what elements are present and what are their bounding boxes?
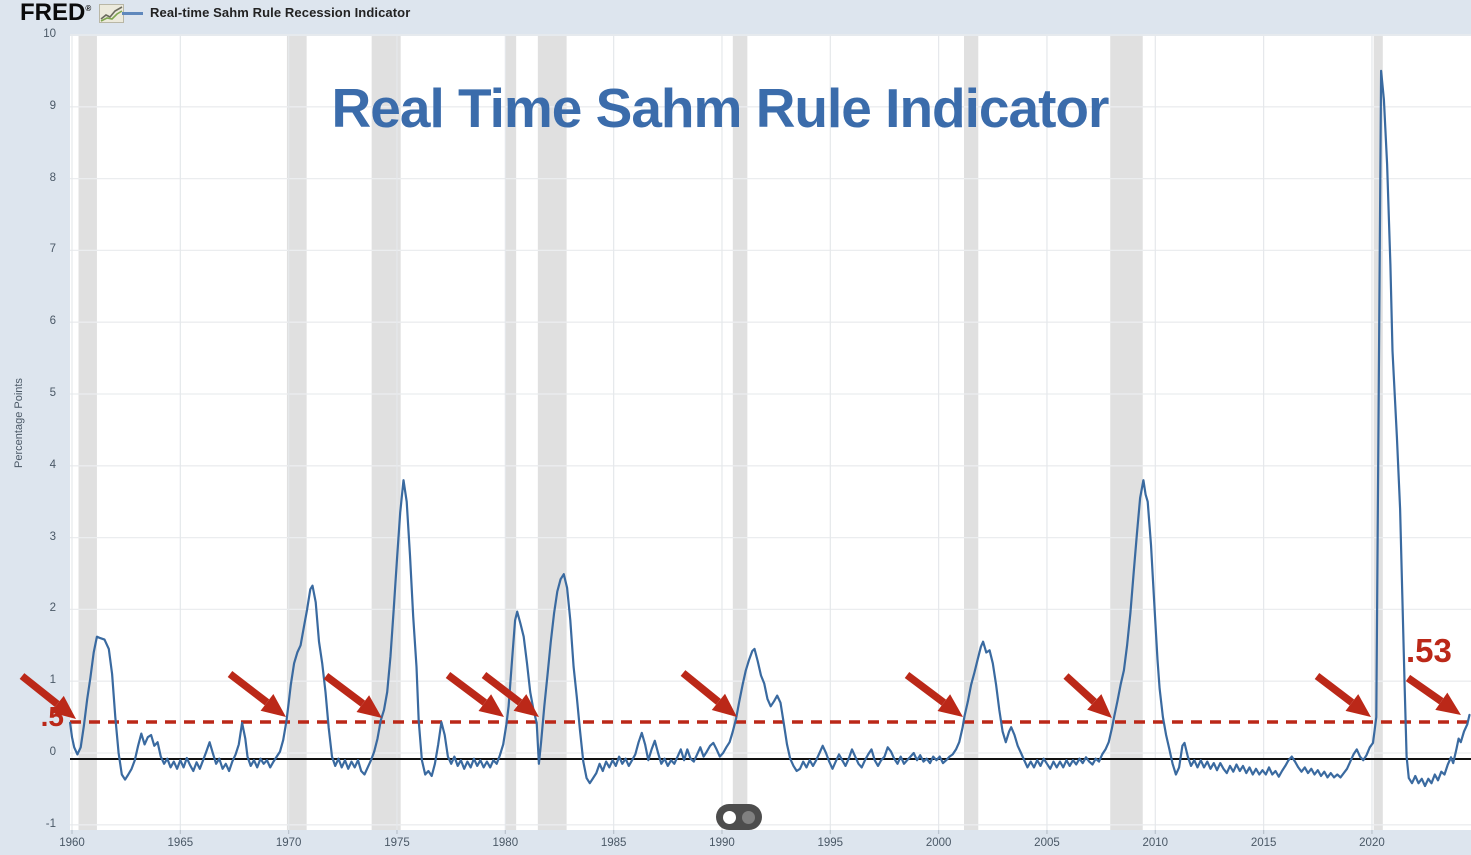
y-tick-label: 1: [49, 674, 56, 687]
annotation-arrow-shaft: [680, 670, 721, 705]
carousel-dots-control[interactable]: [716, 804, 762, 830]
x-tick-label: 2000: [925, 837, 952, 849]
recession-band: [537, 36, 567, 830]
annotation-arrow-shaft: [445, 671, 488, 706]
recession-band: [732, 36, 748, 830]
annotation-arrow-shaft: [1063, 673, 1097, 705]
y-tick-label: 3: [49, 530, 56, 543]
annotation-arrow-head: [1345, 694, 1371, 717]
series-legend: Real-time Sahm Rule Recession Indicator: [122, 5, 410, 20]
x-tick-label: 1965: [167, 837, 194, 849]
annotation-arrow-head: [260, 694, 286, 717]
x-tick-label: 1980: [492, 837, 519, 849]
annotation-arrow-head: [50, 695, 76, 719]
x-tick-label: 2015: [1250, 837, 1277, 849]
registered-mark-icon: ®: [85, 4, 92, 13]
legend-line-swatch: [122, 12, 143, 15]
recession-band: [963, 36, 979, 830]
header-bar: FRED® Real-time Sahm Rule Recession Indi…: [0, 0, 1471, 26]
latest-value-label: .53: [1406, 632, 1452, 669]
fred-sparkline-icon: [99, 4, 124, 28]
threshold-value-label: .5: [40, 701, 64, 732]
y-tick-label: 0: [49, 746, 56, 758]
x-tick-label: 2005: [1034, 837, 1060, 849]
y-axis-title: Percentage Points: [13, 378, 25, 468]
x-tick-label: 2020: [1359, 837, 1385, 849]
annotation-arrow-head: [711, 693, 737, 717]
fred-logo: FRED®: [20, 0, 92, 26]
y-tick-label: 6: [49, 315, 56, 328]
annotation-arrow-head: [478, 694, 504, 717]
carousel-dot-active[interactable]: [723, 810, 736, 824]
x-tick-label: 1985: [600, 837, 627, 849]
chart-title: Real Time Sahm Rule Indicator: [331, 77, 1110, 139]
annotation-arrow-head: [356, 695, 382, 718]
annotation-arrow-shaft: [227, 671, 270, 706]
y-tick-label: 5: [49, 387, 56, 399]
recession-band: [286, 36, 307, 830]
y-tick-label: 7: [49, 243, 56, 256]
annotation-arrow-head: [1087, 694, 1112, 718]
series-line: [68, 69, 1471, 788]
x-tick-label: 1970: [275, 837, 302, 849]
recession-band: [505, 36, 517, 830]
y-tick-label: 2: [49, 602, 56, 615]
annotation-arrow-shaft: [19, 673, 60, 707]
recession-band: [1110, 36, 1143, 830]
annotation-arrow-head: [1435, 692, 1461, 715]
annotation-arrow-shaft: [1314, 673, 1355, 706]
y-tick-label: 10: [43, 28, 56, 40]
x-tick-label: 1990: [709, 837, 735, 849]
annotation-arrow-shaft: [481, 672, 523, 706]
carousel-dot-inactive[interactable]: [742, 810, 755, 824]
annotation-arrow-shaft: [1405, 674, 1444, 705]
x-tick-label: 1995: [817, 837, 844, 849]
x-tick-label: 2010: [1142, 837, 1169, 849]
annotation-arrow-shaft: [904, 671, 947, 706]
annotation-arrow-head: [513, 694, 539, 717]
recession-band: [78, 36, 97, 830]
y-tick-label: 4: [49, 458, 56, 471]
y-tick-label: 9: [49, 99, 56, 112]
y-tick-label: 8: [49, 171, 56, 184]
y-tick-label: -1: [45, 817, 56, 830]
x-tick-label: 1960: [59, 837, 85, 849]
annotation-arrow-shaft: [323, 672, 366, 707]
legend-series-label: Real-time Sahm Rule Recession Indicator: [150, 5, 411, 20]
annotation-arrow-head: [937, 694, 963, 717]
x-tick-label: 1975: [384, 837, 410, 849]
